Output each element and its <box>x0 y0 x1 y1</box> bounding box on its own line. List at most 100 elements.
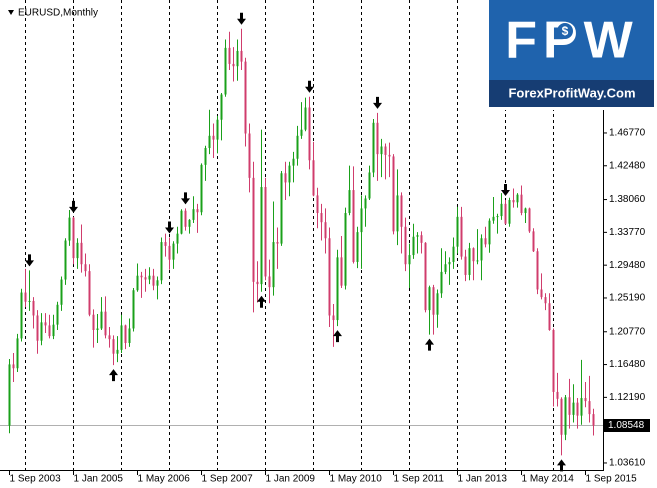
x-tick-label: 1 Sep 2003 <box>10 474 62 485</box>
candle-body <box>144 277 147 280</box>
candle-body <box>496 216 499 218</box>
candle-body <box>56 304 59 325</box>
x-tick-label: 1 May 2010 <box>330 474 383 485</box>
candle-body <box>288 165 291 183</box>
fractal-down-arrow <box>165 221 174 234</box>
candle-body <box>32 300 35 316</box>
candle-body <box>380 146 383 155</box>
candle-body <box>324 222 327 239</box>
fractal-up-arrow <box>257 295 266 308</box>
candle-body <box>500 203 503 217</box>
y-tick-label: 1.38060 <box>609 194 646 205</box>
candle-body <box>536 251 539 290</box>
candle-body <box>584 398 587 402</box>
candle-body <box>428 287 431 311</box>
candle-body <box>228 47 231 64</box>
candle-body <box>592 414 595 426</box>
candle-body <box>164 242 167 246</box>
candle-body <box>260 187 263 285</box>
candle-body <box>372 122 375 173</box>
logo-text: FPW <box>505 12 639 70</box>
candle-body <box>348 190 351 214</box>
candle-body <box>332 315 335 321</box>
candle-body <box>420 235 423 243</box>
candle-body <box>528 208 531 232</box>
candle-body <box>12 364 15 369</box>
candle-body <box>480 238 483 261</box>
candle-body <box>360 208 363 233</box>
candle-body <box>124 325 127 343</box>
candle-body <box>448 261 451 265</box>
candle-body <box>304 107 307 130</box>
candle-body <box>72 217 75 259</box>
candle-body <box>452 246 455 262</box>
candle-body <box>488 220 491 245</box>
candle-body <box>468 248 471 275</box>
y-tick-label: 1.42480 <box>609 160 646 171</box>
x-tick-label: 1 Jan 2009 <box>266 474 316 485</box>
y-tick-label: 1.29480 <box>609 260 646 271</box>
candle-body <box>208 135 211 149</box>
candle-body <box>560 398 563 435</box>
candle-body <box>472 248 475 262</box>
x-tick-label: 1 May 2006 <box>138 474 191 485</box>
candle-body <box>92 314 95 331</box>
candle-body <box>240 50 243 62</box>
candle-body <box>68 217 71 241</box>
candle-body <box>88 271 91 315</box>
current-price-label: 1.08548 <box>608 420 645 431</box>
candle-body <box>312 160 315 196</box>
candle-body <box>344 213 347 286</box>
plot-area <box>0 0 603 472</box>
y-tick-label: 1.25190 <box>609 293 646 304</box>
fractal-up-arrow <box>109 369 118 382</box>
candle-body <box>148 275 151 280</box>
candle-body <box>548 303 551 331</box>
fractal-down-arrow <box>69 200 78 213</box>
candle-body <box>264 187 267 277</box>
logo-coin <box>557 23 573 39</box>
chart-title: EURUSD,Monthly <box>18 8 98 19</box>
candle-body <box>512 200 515 203</box>
candle-body <box>168 245 171 260</box>
candle-body <box>524 208 527 214</box>
y-tick-label: 1.20770 <box>609 326 646 337</box>
candle-body <box>412 236 415 256</box>
candle-body <box>376 122 379 155</box>
candle-body <box>436 293 439 315</box>
candle-body <box>572 402 575 415</box>
y-tick-label: 1.12190 <box>609 392 646 403</box>
candle-body <box>220 94 223 120</box>
candle-body <box>544 297 547 304</box>
candle-body <box>120 325 123 350</box>
fractal-up-arrow <box>425 338 434 351</box>
candle-body <box>272 242 275 288</box>
candle-body <box>116 349 119 354</box>
candle-body <box>160 242 163 281</box>
candle-body <box>80 242 83 265</box>
candle-body <box>204 148 207 165</box>
candle-body <box>156 280 159 286</box>
logo-box <box>489 0 654 80</box>
candle-body <box>180 210 183 234</box>
candle-body <box>336 257 339 321</box>
candle-body <box>464 256 467 275</box>
candle-body <box>532 231 535 252</box>
candle-body <box>484 238 487 245</box>
candle-body <box>576 402 579 416</box>
candle-body <box>216 119 219 140</box>
candle-body <box>196 209 199 213</box>
candle-body <box>564 397 567 435</box>
candle-body <box>152 275 155 286</box>
x-tick-label: 1 May 2014 <box>522 474 575 485</box>
candle-body <box>112 339 115 354</box>
candle-body <box>188 219 191 227</box>
x-tick-label: 1 Jan 2013 <box>458 474 508 485</box>
candle-body <box>104 311 107 336</box>
candle-body <box>388 154 391 157</box>
candle-body <box>44 322 47 326</box>
candle-body <box>84 264 87 272</box>
candle-body <box>52 324 55 337</box>
candle-body <box>212 135 215 140</box>
candle-body <box>40 322 43 341</box>
